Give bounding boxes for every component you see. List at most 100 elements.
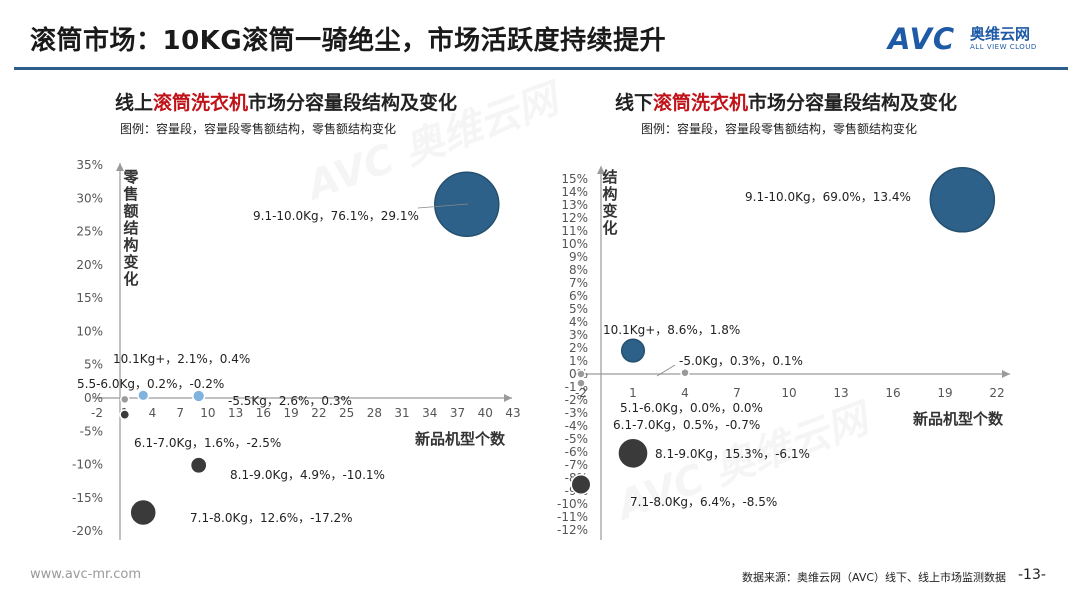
offline-leader-line	[656, 364, 676, 377]
online-title-post: 市场分容量段结构及变化	[248, 92, 458, 114]
offline-y-tick: -5%	[565, 432, 588, 446]
online-y-label-char: 构	[123, 236, 138, 254]
offline-y-tick: -4%	[565, 419, 588, 433]
online-title-red: 滚筒洗衣机	[153, 92, 249, 114]
online-bubble-label: 6.1-7.0Kg，1.6%，-2.5%	[134, 436, 281, 450]
offline-title-post: 市场分容量段结构及变化	[748, 92, 958, 114]
online-y-label-char: 变	[123, 253, 138, 271]
online-x-tick: 16	[256, 406, 271, 420]
offline-x-tick: 22	[989, 386, 1004, 400]
online-y-tick: 10%	[76, 324, 103, 338]
offline-x-arrow	[1002, 370, 1010, 378]
page-number: -13-	[1018, 567, 1046, 583]
offline-title-red: 滚筒洗衣机	[653, 92, 749, 114]
offline-y-arrow	[597, 166, 605, 174]
offline-y-tick: 13%	[561, 198, 588, 212]
offline-x-label: 新品机型个数	[913, 410, 1004, 428]
offline-bubble	[617, 437, 649, 470]
online-y-tick: 0%	[84, 391, 103, 405]
offline-bubble	[620, 338, 646, 363]
online-bubble	[192, 389, 206, 403]
offline-x-tick: 19	[937, 386, 952, 400]
offline-y-tick: 11%	[561, 224, 588, 238]
offline-y-tick: 8%	[569, 263, 588, 277]
online-bubble	[129, 498, 157, 527]
online-y-arrow	[116, 163, 124, 171]
offline-y-tick: 5%	[569, 302, 588, 316]
online-y-tick: -10%	[72, 458, 103, 472]
offline-x-tick: 16	[885, 386, 900, 400]
online-y-tick: 25%	[76, 225, 103, 239]
offline-bubble-label: 6.1-7.0Kg，0.5%，-0.7%	[613, 418, 760, 432]
offline-bubble-label: -5.0Kg，0.3%，0.1%	[679, 354, 803, 368]
logo-cn-text: 奥维云网	[970, 25, 1031, 43]
offline-y-tick: 10%	[561, 237, 588, 251]
online-x-tick: 31	[394, 406, 409, 420]
offline-bubble-label: 8.1-9.0Kg，15.3%，-6.1%	[655, 447, 810, 461]
offline-y-tick: -2%	[565, 393, 588, 407]
offline-x-tick: 7	[733, 386, 741, 400]
offline-y-tick: 9%	[569, 250, 588, 264]
online-y-tick: 35%	[76, 158, 103, 172]
offline-bubble	[929, 167, 996, 233]
online-x-tick: 37	[450, 406, 465, 420]
online-y-label-char: 零	[122, 168, 139, 186]
online-y-tick: 5%	[84, 358, 103, 372]
online-bubble-label: 9.1-10.0Kg，76.1%，29.1%	[253, 209, 419, 223]
online-bubble	[137, 389, 150, 402]
online-x-tick: -2	[91, 406, 103, 420]
offline-y-tick: 1%	[569, 354, 588, 368]
footer-source: 数据来源：奥维云网（AVC）线下、线上市场监测数据	[742, 571, 1007, 584]
offline-y-tick: 12%	[561, 211, 588, 225]
online-bubble-label: 8.1-9.0Kg，4.9%，-10.1%	[230, 468, 385, 482]
offline-y-label-char: 结	[602, 168, 617, 186]
online-x-tick: 19	[283, 406, 298, 420]
online-y-tick: -15%	[72, 491, 103, 505]
online-y-label-char: 结	[123, 219, 138, 237]
footer-url: www.avc-mr.com	[30, 567, 142, 582]
offline-y-tick: 14%	[561, 185, 588, 199]
online-y-tick: 20%	[76, 258, 103, 272]
offline-y-tick: 6%	[569, 289, 588, 303]
online-y-label-char: 化	[123, 270, 138, 288]
online-y-label-char: 额	[123, 202, 138, 220]
offline-y-tick: -12%	[557, 523, 588, 537]
offline-y-label-char: 构	[602, 185, 617, 203]
offline-bubble-label: 9.1-10.0Kg，69.0%，13.4%	[745, 190, 911, 204]
offline-chart-title: 线下滚筒洗衣机市场分容量段结构及变化	[615, 88, 957, 115]
online-bubble-label: -5.5Kg，2.6%，0.3%	[228, 394, 352, 408]
online-x-tick: 34	[422, 406, 437, 420]
offline-bubble	[576, 369, 586, 379]
offline-y-tick: -7%	[565, 458, 588, 472]
online-bubble	[189, 456, 208, 475]
online-chart-title: 线上滚筒洗衣机市场分容量段结构及变化	[115, 88, 457, 115]
online-bubble-label: 7.1-8.0Kg，12.6%，-17.2%	[190, 511, 353, 525]
offline-y-tick: 3%	[569, 328, 588, 342]
offline-y-tick: -6%	[565, 445, 588, 459]
offline-y-label-char: 变	[602, 202, 617, 220]
online-y-tick: -20%	[72, 524, 103, 538]
offline-bubble-label: 10.1Kg+，8.6%，1.8%	[603, 323, 740, 337]
offline-x-tick: -2	[575, 386, 587, 400]
offline-y-tick: -11%	[557, 510, 588, 524]
offline-y-tick: 7%	[569, 276, 588, 290]
online-y-label-char: 售	[123, 185, 138, 203]
online-x-tick: 4	[149, 406, 157, 420]
online-x-label: 新品机型个数	[415, 430, 506, 448]
online-bubble	[119, 409, 131, 421]
online-bubble-label: 10.1Kg+，2.1%，0.4%	[113, 352, 250, 366]
offline-y-tick: -3%	[565, 406, 588, 420]
offline-bubble-label: 7.1-8.0Kg，6.4%，-8.5%	[630, 495, 777, 509]
title-divider	[14, 67, 1068, 70]
offline-legend-note: 图例：容量段，容量段零售额结构，零售额结构变化	[641, 122, 918, 136]
online-y-tick: -5%	[80, 424, 103, 438]
online-leader-line	[417, 203, 469, 209]
online-y-tick: 15%	[76, 291, 103, 305]
page-title: 滚筒市场：10KG滚筒一骑绝尘，市场活跃度持续提升	[30, 26, 667, 56]
offline-bubble	[576, 378, 586, 388]
offline-bubble-label: 5.1-6.0Kg，0.0%，0.0%	[620, 401, 763, 415]
online-x-tick: 7	[176, 406, 184, 420]
offline-x-tick: 10	[781, 386, 796, 400]
online-x-tick: 25	[339, 406, 354, 420]
